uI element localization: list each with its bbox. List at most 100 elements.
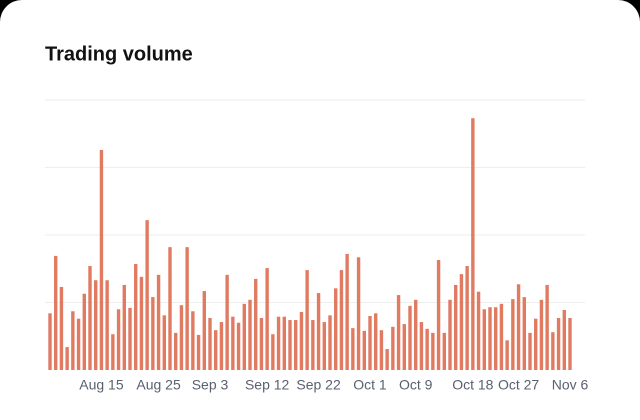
x-tick-label: Nov 6 xyxy=(552,377,589,393)
bar xyxy=(48,313,52,370)
bar xyxy=(254,278,258,370)
bar xyxy=(236,322,241,370)
x-tick-label: Aug 25 xyxy=(136,377,181,393)
bar xyxy=(99,149,104,370)
bar xyxy=(402,324,406,370)
bar xyxy=(128,307,132,370)
x-tick-label: Sep 22 xyxy=(296,377,341,393)
bar xyxy=(271,334,275,370)
bar xyxy=(516,284,521,370)
bar xyxy=(511,299,515,370)
bar xyxy=(71,311,75,370)
bar xyxy=(436,259,441,370)
bar xyxy=(334,288,338,370)
bar xyxy=(294,320,298,370)
bar xyxy=(202,291,206,370)
bar xyxy=(242,303,246,370)
bar xyxy=(105,280,109,370)
bar xyxy=(65,347,69,370)
bar xyxy=(465,266,469,370)
bar xyxy=(539,299,544,370)
bar xyxy=(214,330,218,370)
bar xyxy=(94,280,98,370)
bar xyxy=(219,322,224,370)
bar xyxy=(494,307,498,370)
bar xyxy=(288,320,292,370)
bar xyxy=(499,303,504,370)
bar xyxy=(391,326,395,370)
bar xyxy=(534,318,538,370)
bar xyxy=(482,309,486,370)
bar xyxy=(145,220,149,370)
bar xyxy=(528,332,532,370)
chart-title: Trading volume xyxy=(45,43,193,65)
bar xyxy=(419,322,424,370)
bar xyxy=(54,255,58,370)
bar xyxy=(551,332,555,370)
bar xyxy=(545,284,549,370)
bar xyxy=(156,274,161,370)
bar xyxy=(351,328,355,370)
x-tick-label: Sep 12 xyxy=(245,377,290,393)
bar xyxy=(562,309,566,370)
bar xyxy=(111,334,115,370)
bar xyxy=(488,307,492,370)
bar xyxy=(116,309,121,370)
bar xyxy=(139,276,144,370)
bar xyxy=(459,274,464,370)
bar xyxy=(191,311,195,370)
bar xyxy=(322,322,326,370)
bar xyxy=(414,299,418,370)
bar xyxy=(311,320,315,370)
x-tick-label: Aug 15 xyxy=(79,377,124,393)
bar xyxy=(151,297,155,370)
bar xyxy=(442,332,446,370)
bar xyxy=(448,299,452,370)
x-tick-label: Oct 27 xyxy=(498,377,539,393)
bar xyxy=(259,318,264,370)
bar xyxy=(374,313,378,370)
bar xyxy=(471,118,475,370)
bar xyxy=(339,270,344,370)
bar xyxy=(185,247,189,370)
bar xyxy=(162,315,166,370)
bar xyxy=(225,274,229,370)
bar xyxy=(248,299,252,370)
bar xyxy=(134,264,138,370)
bar xyxy=(328,315,332,370)
bar xyxy=(122,284,126,370)
x-tick-label: Oct 9 xyxy=(399,377,433,393)
bar xyxy=(196,334,201,370)
bar xyxy=(231,316,235,370)
bar xyxy=(379,330,384,370)
x-tick-label: Oct 1 xyxy=(353,377,387,393)
bar xyxy=(408,305,412,370)
bar xyxy=(454,284,458,370)
bar xyxy=(265,268,269,370)
bar xyxy=(505,340,509,370)
bar xyxy=(316,293,321,370)
bar xyxy=(556,318,561,370)
bar xyxy=(282,316,286,370)
bar xyxy=(345,253,349,370)
bar xyxy=(88,266,92,370)
bar xyxy=(522,297,526,370)
bar xyxy=(431,332,435,370)
bar xyxy=(356,257,361,370)
x-tick-label: Sep 3 xyxy=(192,377,229,393)
bar xyxy=(208,318,212,370)
bar xyxy=(305,270,309,370)
bar xyxy=(396,295,401,370)
bar xyxy=(174,332,178,370)
x-tick-label: Oct 18 xyxy=(452,377,493,393)
bar xyxy=(276,316,281,370)
bar xyxy=(299,311,304,370)
bar xyxy=(425,328,429,370)
bar xyxy=(82,293,86,370)
bar xyxy=(59,286,64,370)
bar xyxy=(476,291,481,370)
bar xyxy=(76,318,81,370)
bar xyxy=(362,330,366,370)
